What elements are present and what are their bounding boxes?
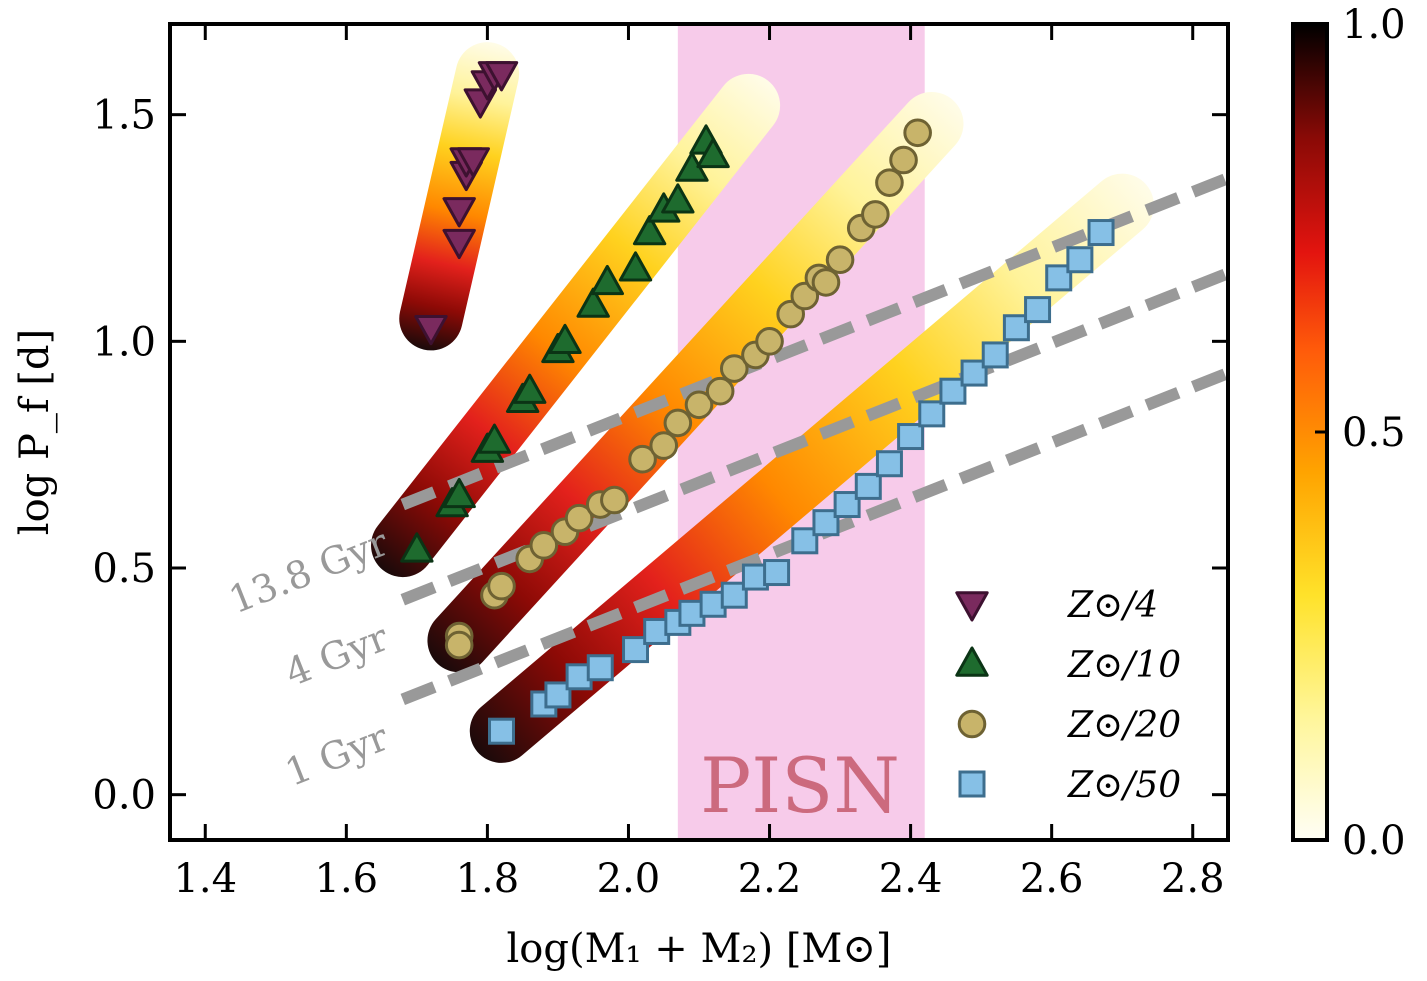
pisn-label: PISN	[700, 741, 900, 830]
x-axis: 1.4 1.6 1.8 2.0 2.2 2.4 2.6 2.8	[173, 24, 1225, 902]
data-point	[755, 327, 784, 356]
data-point	[513, 373, 547, 404]
data-point	[696, 137, 730, 169]
colorbar-tick-label: 1.0	[1342, 2, 1406, 48]
data-point	[1024, 296, 1052, 324]
y-axis: 0.0 0.5 1.0 1.5	[92, 93, 1228, 819]
x-tick-label: 2.4	[879, 856, 943, 902]
data-point	[576, 287, 610, 318]
data-point	[600, 485, 629, 515]
band-1	[399, 42, 520, 351]
colorbar-ticks: 0.0 0.5 1.0	[1315, 2, 1406, 864]
legend-item: Z⊙/10	[955, 645, 1181, 686]
data-point	[444, 630, 474, 660]
band-4	[469, 173, 1154, 763]
data-point	[663, 408, 693, 438]
x-tick-label: 2.8	[1161, 856, 1225, 902]
x-tick-label: 2.2	[738, 856, 802, 902]
legend: Z⊙/4 Z⊙/10 Z⊙/20 Z⊙/50	[955, 585, 1181, 806]
data-point	[661, 183, 695, 214]
y-axis-label: log P_f [d]	[12, 329, 58, 535]
data-point	[586, 654, 614, 682]
colorbar: 0.0 0.5 1.0	[1291, 2, 1406, 864]
legend-item: Z⊙/20	[957, 705, 1181, 746]
data-point	[811, 268, 841, 297]
data-point	[484, 61, 519, 92]
legend-label: Z⊙/10	[1067, 645, 1181, 686]
x-tick-label: 2.0	[597, 856, 661, 902]
colorbar-tick-label: 0.0	[1342, 818, 1406, 864]
x-axis-label: log(M₁ + M₂) [M⊙]	[506, 926, 891, 972]
data-point	[719, 354, 749, 383]
data-point	[875, 168, 904, 197]
x-tick-label: 1.6	[315, 856, 379, 902]
data-point	[590, 264, 625, 296]
data-point	[442, 197, 476, 228]
data-point	[442, 477, 476, 509]
data-point	[825, 245, 855, 275]
data-point	[981, 341, 1009, 369]
data-point	[763, 559, 791, 587]
legend-marker	[955, 646, 989, 677]
legend-marker	[958, 770, 986, 798]
data-point	[705, 376, 735, 406]
x-tick-label: 1.8	[456, 856, 520, 902]
y-tick-label: 0.0	[92, 773, 156, 819]
data-point	[488, 717, 516, 745]
plot-area	[371, 24, 1228, 840]
data-point	[903, 118, 932, 148]
data-point	[487, 571, 516, 601]
data-point	[529, 531, 559, 560]
legend-item: Z⊙/4	[955, 585, 1158, 626]
data-point	[889, 145, 918, 175]
x-tick-label: 1.4	[173, 856, 237, 902]
legend-item: Z⊙/50	[958, 765, 1181, 806]
data-point	[564, 503, 594, 533]
data-point	[442, 228, 476, 260]
data-point	[897, 423, 925, 451]
data-point	[684, 390, 714, 420]
data-point	[632, 215, 667, 246]
legend-marker	[955, 591, 989, 622]
age-label-3: 1 Gyr	[279, 715, 395, 795]
data-point	[456, 147, 490, 178]
band-fill	[469, 173, 1154, 763]
data-point	[649, 431, 679, 460]
data-point	[854, 472, 882, 500]
data-point	[1087, 219, 1115, 247]
data-point	[400, 532, 434, 563]
colorbar-tick-label: 0.5	[1342, 410, 1406, 456]
data-point	[618, 251, 653, 282]
plot-frame	[168, 22, 1230, 842]
data-markers	[400, 61, 1115, 745]
data-point	[918, 400, 946, 428]
data-point	[414, 315, 448, 346]
x-tick-label: 2.6	[1020, 856, 1084, 902]
legend-marker	[957, 709, 987, 739]
data-point	[544, 681, 572, 709]
legend-label: Z⊙/4	[1067, 585, 1158, 626]
data-point	[861, 200, 890, 229]
band-fill	[399, 42, 520, 351]
y-tick-label: 1.5	[92, 93, 156, 139]
legend-label: Z⊙/50	[1067, 765, 1181, 806]
age-label-1: 13.8 Gyr	[223, 520, 395, 623]
data-point	[875, 450, 903, 478]
data-point	[628, 444, 657, 474]
legend-label: Z⊙/20	[1067, 705, 1181, 746]
data-point	[548, 323, 582, 355]
y-tick-label: 1.0	[92, 319, 156, 365]
data-point	[477, 423, 512, 454]
age-label-2: 4 Gyr	[279, 615, 395, 695]
y-tick-label: 0.5	[92, 546, 156, 592]
data-point	[1066, 246, 1094, 274]
